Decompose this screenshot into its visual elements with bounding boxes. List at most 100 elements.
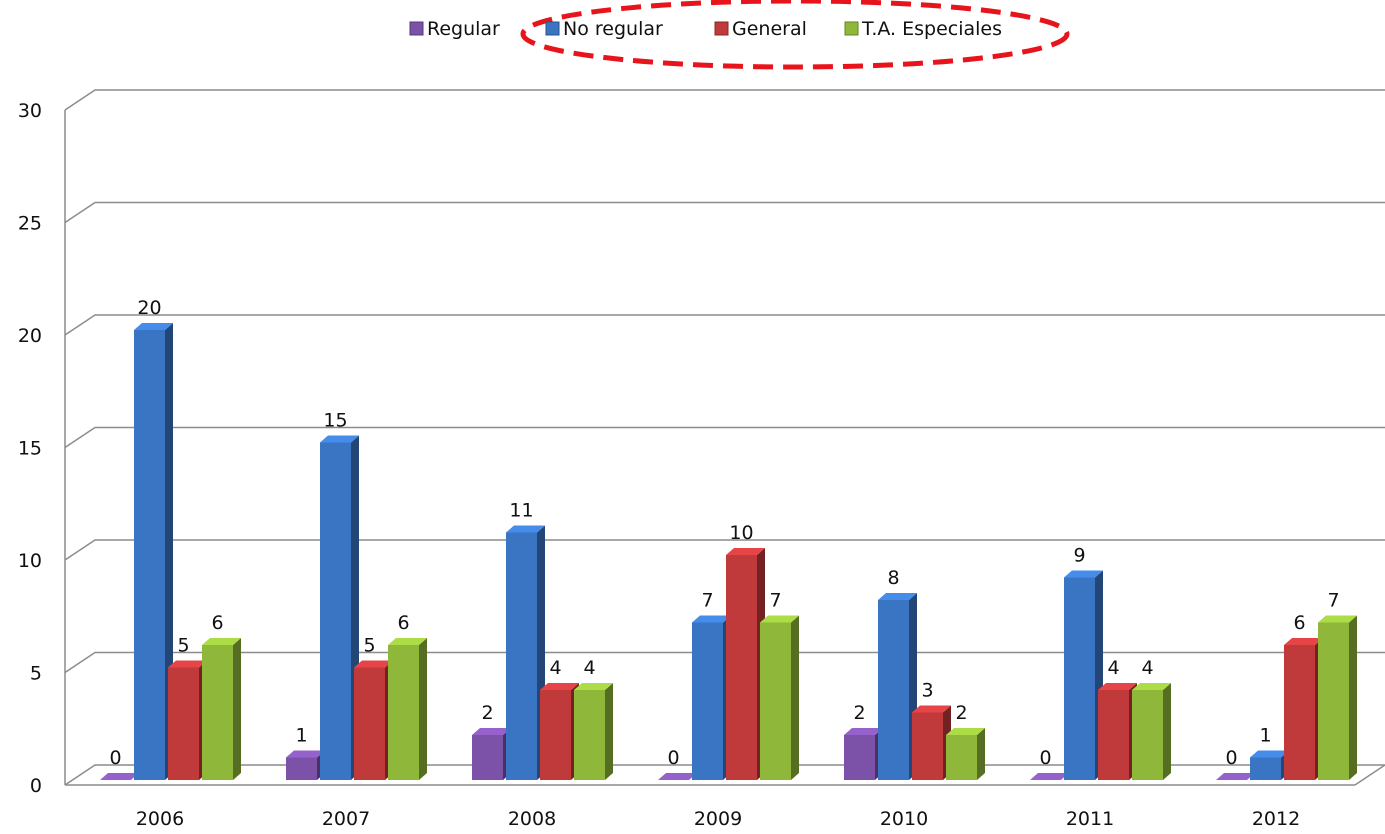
bar bbox=[574, 690, 605, 780]
bar bbox=[1250, 757, 1281, 780]
y-tick-label: 30 bbox=[18, 100, 42, 122]
bar-top bbox=[1250, 750, 1289, 758]
data-label: 15 bbox=[323, 410, 347, 432]
bar bbox=[946, 735, 977, 780]
bar-top bbox=[1132, 683, 1171, 690]
legend-marker bbox=[409, 21, 424, 36]
bar-top bbox=[540, 683, 579, 690]
bar-top bbox=[472, 728, 511, 735]
y-tick-label: 15 bbox=[18, 438, 42, 460]
bar-top bbox=[1318, 615, 1357, 623]
bar-top bbox=[844, 728, 883, 735]
data-label: 4 bbox=[1107, 657, 1119, 679]
x-tick-label: 2007 bbox=[322, 808, 370, 830]
x-tick-label: 2006 bbox=[136, 808, 184, 830]
bar-top bbox=[506, 525, 545, 533]
bar-side bbox=[1163, 683, 1171, 780]
data-label: 1 bbox=[1259, 725, 1271, 747]
grid-line bbox=[64, 651, 1385, 674]
bar-side bbox=[605, 683, 613, 780]
data-label: 5 bbox=[363, 635, 375, 657]
x-tick-label: 2009 bbox=[694, 808, 742, 830]
bar bbox=[1132, 690, 1163, 780]
data-label: 20 bbox=[137, 297, 161, 319]
x-tick-label: 2011 bbox=[1066, 808, 1114, 830]
data-label: 0 bbox=[1225, 747, 1237, 769]
x-tick-label: 2010 bbox=[880, 808, 928, 830]
bar-side bbox=[791, 615, 799, 780]
bar bbox=[354, 667, 385, 780]
y-tick-label: 0 bbox=[30, 775, 42, 797]
bar-top bbox=[946, 728, 985, 735]
bar-side bbox=[1349, 615, 1357, 780]
data-label: 1 bbox=[295, 725, 307, 747]
bar-top bbox=[1216, 773, 1255, 780]
bar-side bbox=[233, 638, 241, 780]
data-label: 9 bbox=[1073, 545, 1085, 567]
data-label: 5 bbox=[177, 635, 189, 657]
bar-top bbox=[320, 435, 359, 443]
bar bbox=[134, 330, 165, 780]
bar-top bbox=[1098, 683, 1137, 690]
data-label: 4 bbox=[1141, 657, 1153, 679]
bar-side bbox=[419, 638, 427, 780]
bar-top bbox=[1284, 638, 1323, 645]
data-label: 6 bbox=[1293, 612, 1305, 634]
bar-side bbox=[977, 728, 985, 780]
bar bbox=[760, 622, 791, 780]
bar bbox=[878, 600, 909, 780]
bar bbox=[912, 712, 943, 780]
bar bbox=[540, 690, 571, 780]
grid-line bbox=[64, 89, 1385, 111]
bar-top bbox=[134, 323, 173, 330]
bar-top bbox=[202, 638, 241, 645]
x-tick-label: 2008 bbox=[508, 808, 556, 830]
legend-label: No regular bbox=[563, 18, 663, 40]
legend-marker bbox=[844, 21, 859, 36]
bar-top bbox=[878, 593, 917, 600]
bar bbox=[472, 735, 503, 780]
y-tick-label: 25 bbox=[18, 213, 42, 235]
bar bbox=[1098, 690, 1129, 780]
legend-marker bbox=[714, 21, 729, 36]
y-tick-label: 5 bbox=[30, 663, 42, 685]
data-label: 2 bbox=[955, 702, 967, 724]
bar bbox=[844, 735, 875, 780]
bar bbox=[1318, 622, 1349, 780]
bar-top bbox=[100, 773, 139, 780]
data-label: 7 bbox=[769, 590, 781, 612]
data-label: 7 bbox=[701, 590, 713, 612]
bar bbox=[1284, 645, 1315, 780]
data-label: 2 bbox=[481, 702, 493, 724]
bar bbox=[692, 622, 723, 780]
data-label: 2 bbox=[853, 702, 865, 724]
bar bbox=[168, 667, 199, 780]
grid-line bbox=[64, 314, 1385, 336]
bar-top bbox=[726, 548, 765, 555]
grid-line bbox=[64, 539, 1385, 561]
legend-marker bbox=[545, 21, 560, 36]
data-label: 6 bbox=[211, 612, 223, 634]
data-label: 0 bbox=[1039, 747, 1051, 769]
bar bbox=[506, 532, 537, 780]
legend-label: T.A. Especiales bbox=[861, 18, 1002, 40]
data-label: 0 bbox=[109, 747, 121, 769]
y-tick-label: 20 bbox=[18, 325, 42, 347]
bar-top bbox=[354, 660, 393, 668]
bar-top bbox=[1064, 570, 1103, 578]
data-label: 11 bbox=[509, 500, 533, 522]
bar-top bbox=[658, 773, 697, 780]
bar bbox=[286, 757, 317, 780]
data-label: 4 bbox=[583, 657, 595, 679]
grid-line bbox=[64, 201, 1385, 224]
bar-top bbox=[574, 683, 613, 690]
bar bbox=[1064, 577, 1095, 780]
legend-label: General bbox=[732, 18, 807, 40]
bar-top bbox=[912, 705, 951, 713]
data-label: 4 bbox=[549, 657, 561, 679]
data-label: 6 bbox=[397, 612, 409, 634]
data-label: 3 bbox=[921, 680, 933, 702]
data-label: 0 bbox=[667, 747, 679, 769]
